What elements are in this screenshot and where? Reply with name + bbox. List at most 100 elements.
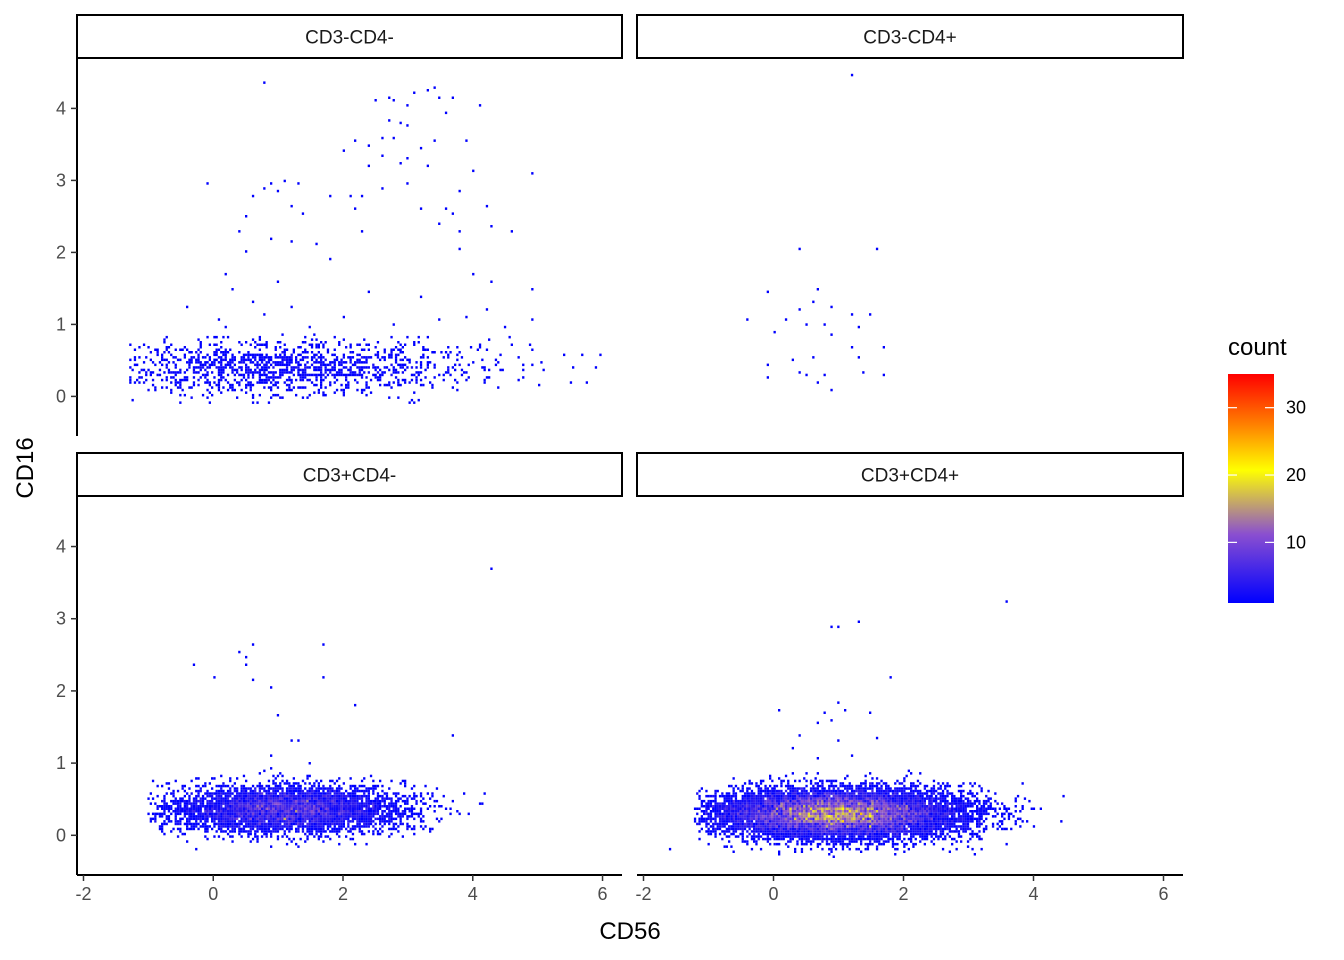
histogram-bin	[245, 812, 248, 816]
histogram-bin	[299, 792, 302, 795]
histogram-bin	[848, 832, 851, 836]
histogram-bin	[816, 799, 819, 803]
histogram-bin	[773, 835, 776, 838]
histogram-bin	[401, 358, 404, 362]
histogram-bin	[753, 837, 756, 841]
histogram-bin	[741, 797, 744, 800]
histogram-bin	[301, 815, 305, 818]
histogram-bin	[885, 810, 888, 813]
histogram-bin	[784, 784, 788, 788]
histogram-bin	[379, 807, 382, 810]
histogram-bin	[705, 825, 708, 828]
histogram-bin	[755, 825, 758, 828]
histogram-bin	[728, 810, 731, 813]
histogram-bin	[798, 822, 801, 826]
histogram-bin	[347, 817, 350, 821]
histogram-bin	[374, 805, 377, 808]
histogram-bin	[394, 376, 398, 379]
histogram-bin	[199, 368, 202, 372]
histogram-bin	[242, 794, 246, 798]
histogram-bin	[242, 810, 246, 813]
histogram-bin	[834, 797, 838, 800]
histogram-bin	[960, 827, 963, 831]
histogram-bin	[251, 815, 255, 818]
histogram-bin	[333, 827, 336, 831]
histogram-bin	[195, 366, 198, 369]
histogram-bin	[317, 792, 320, 795]
histogram-bin	[149, 820, 152, 823]
histogram-bin	[188, 797, 191, 800]
histogram-bin	[866, 797, 870, 800]
histogram-bin	[392, 805, 395, 808]
histogram-bin	[167, 807, 171, 810]
histogram-bin	[762, 799, 765, 803]
histogram-bin	[374, 784, 377, 788]
histogram-bin	[853, 832, 856, 836]
histogram-bin	[866, 832, 870, 836]
histogram-bin	[381, 356, 384, 359]
histogram-bin	[236, 368, 239, 372]
histogram-bin	[834, 832, 838, 836]
histogram-bin	[903, 812, 906, 816]
histogram-bin	[333, 782, 336, 785]
histogram-bin	[379, 383, 382, 387]
histogram-bin	[190, 817, 193, 821]
histogram-bin	[522, 363, 525, 367]
histogram-bin	[338, 820, 341, 823]
histogram-bin	[360, 794, 364, 798]
histogram-bin	[837, 835, 840, 838]
histogram-bin	[914, 807, 917, 810]
histogram-bin	[260, 825, 264, 828]
histogram-bin	[295, 358, 298, 362]
histogram-bin	[365, 787, 368, 790]
histogram-bin	[998, 825, 1001, 828]
histogram-bin	[916, 810, 920, 813]
histogram-bin	[283, 381, 286, 384]
histogram-bin	[151, 383, 155, 387]
histogram-bin	[270, 825, 273, 828]
histogram-bin	[780, 812, 783, 816]
histogram-bin	[197, 792, 200, 795]
histogram-bin	[367, 371, 370, 374]
histogram-bin	[360, 194, 364, 198]
histogram-bin	[342, 373, 345, 377]
histogram-bin	[771, 832, 774, 836]
histogram-bin	[331, 807, 334, 810]
histogram-bin	[263, 812, 266, 816]
histogram-bin	[267, 805, 271, 808]
histogram-bin	[413, 807, 416, 810]
histogram-bin	[953, 825, 956, 828]
histogram-bin	[773, 799, 776, 803]
histogram-bin	[399, 820, 402, 823]
histogram-bin	[354, 805, 357, 808]
histogram-bin	[746, 789, 749, 793]
histogram-bin	[773, 820, 776, 823]
histogram-bin	[460, 368, 464, 372]
histogram-bin	[356, 807, 359, 810]
histogram-bin	[276, 280, 280, 283]
histogram-bin	[759, 827, 763, 831]
histogram-bin	[830, 832, 833, 836]
histogram-bin	[716, 815, 719, 818]
histogram-bin	[880, 802, 883, 805]
histogram-bin	[805, 794, 808, 798]
histogram-bin	[830, 799, 833, 803]
histogram-bin	[258, 368, 261, 372]
histogram-bin	[251, 678, 255, 682]
histogram-bin	[238, 794, 241, 798]
histogram-bin	[322, 393, 325, 397]
histogram-bin	[333, 381, 336, 384]
histogram-bin	[267, 386, 271, 389]
histogram-bin	[778, 842, 781, 846]
histogram-bin	[816, 802, 819, 805]
histogram-bin	[855, 794, 858, 798]
histogram-bin	[313, 368, 316, 372]
histogram-bin	[764, 805, 767, 808]
histogram-bin	[798, 817, 801, 821]
histogram-bin	[238, 361, 241, 364]
histogram-bin	[342, 805, 345, 808]
histogram-bin	[174, 366, 177, 369]
histogram-bin	[894, 822, 897, 826]
histogram-bin	[254, 815, 257, 818]
histogram-bin	[410, 378, 414, 382]
